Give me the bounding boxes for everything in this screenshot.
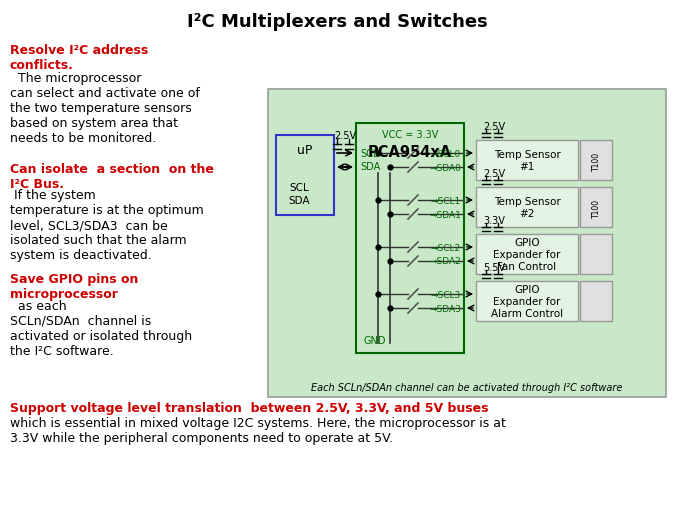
Text: →SCL3: →SCL3 (431, 290, 461, 299)
Text: Can isolate  a section  on the
I²C Bus.: Can isolate a section on the I²C Bus. (10, 163, 214, 190)
Text: Save GPIO pins on
microprocessor: Save GPIO pins on microprocessor (10, 273, 138, 300)
FancyBboxPatch shape (580, 234, 612, 274)
Text: →SCL1: →SCL1 (431, 196, 461, 205)
Text: SDA: SDA (288, 195, 310, 206)
Text: 2.5V: 2.5V (334, 131, 356, 141)
Text: →SCL2: →SCL2 (431, 243, 461, 252)
Text: →SDA2: →SDA2 (429, 257, 461, 266)
Text: as each
SCLn/SDAn  channel is
activated or isolated through
the I²C software.: as each SCLn/SDAn channel is activated o… (10, 299, 192, 358)
Text: The microprocessor
can select and activate one of
the two temperature sensors
ba: The microprocessor can select and activa… (10, 72, 200, 145)
FancyBboxPatch shape (276, 136, 334, 216)
FancyBboxPatch shape (580, 141, 612, 181)
FancyBboxPatch shape (268, 90, 666, 397)
Text: Resolve I²C address
conflicts.: Resolve I²C address conflicts. (10, 44, 148, 72)
Text: PCA954xA: PCA954xA (368, 145, 452, 160)
FancyBboxPatch shape (476, 234, 578, 274)
Text: VCC = 3.3V: VCC = 3.3V (381, 130, 438, 140)
FancyBboxPatch shape (476, 141, 578, 181)
Text: 3.3V: 3.3V (483, 216, 505, 226)
Text: Each SCLn/SDAn channel can be activated through I²C software: Each SCLn/SDAn channel can be activated … (311, 382, 623, 392)
FancyBboxPatch shape (476, 281, 578, 321)
Text: 2.5V: 2.5V (483, 122, 505, 132)
Text: →SDA1: →SDA1 (429, 210, 461, 219)
FancyBboxPatch shape (580, 281, 612, 321)
Text: If the system
temperature is at the optimum
level, SCL3/SDA3  can be
isolated su: If the system temperature is at the opti… (10, 189, 204, 262)
Text: which is essential in mixed voltage I2C systems. Here, the microprocessor is at
: which is essential in mixed voltage I2C … (10, 416, 506, 444)
Text: →SDA3: →SDA3 (429, 304, 461, 313)
Text: GPIO
Expander for
Alarm Control: GPIO Expander for Alarm Control (491, 285, 563, 318)
Text: Support voltage level translation  between 2.5V, 3.3V, and 5V buses: Support voltage level translation betwee… (10, 401, 489, 414)
FancyBboxPatch shape (476, 188, 578, 228)
Text: Temp Sensor
#2: Temp Sensor #2 (493, 197, 560, 218)
FancyBboxPatch shape (580, 188, 612, 228)
Text: SCL: SCL (289, 183, 309, 192)
Text: uP: uP (297, 144, 313, 157)
Text: SDA: SDA (360, 162, 380, 172)
Text: →SDA0: →SDA0 (429, 163, 461, 172)
Text: →SCL0: →SCL0 (431, 149, 461, 158)
Text: T100: T100 (592, 198, 601, 217)
Text: SCL: SCL (360, 148, 378, 159)
Text: T100: T100 (592, 151, 601, 170)
Text: GPIO
Expander for
Fan Control: GPIO Expander for Fan Control (493, 238, 561, 271)
Text: 5.5V: 5.5V (483, 263, 505, 273)
Text: I²C Multiplexers and Switches: I²C Multiplexers and Switches (187, 13, 487, 31)
FancyBboxPatch shape (356, 124, 464, 354)
Text: Temp Sensor
#1: Temp Sensor #1 (493, 150, 560, 172)
Text: GND: GND (364, 335, 386, 345)
Text: 2.5V: 2.5V (483, 169, 505, 179)
